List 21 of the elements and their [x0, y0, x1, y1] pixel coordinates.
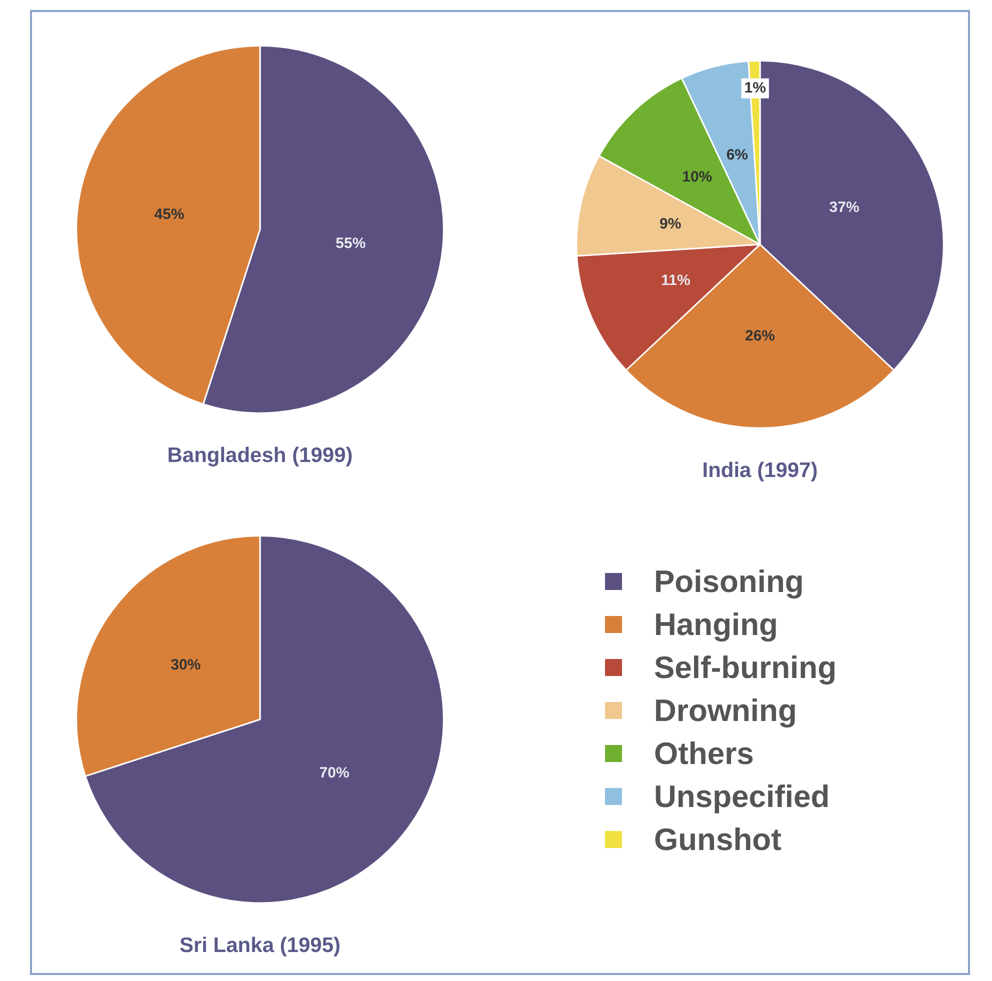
legend-label: Gunshot [654, 822, 782, 858]
legend-label: Others [654, 736, 754, 772]
data-label: 70% [319, 764, 350, 782]
data-label: 9% [660, 216, 682, 233]
data-label: 30% [170, 656, 201, 674]
data-label: 10% [682, 168, 712, 186]
data-label: 45% [154, 206, 184, 224]
text: Sri Lanka (1995) [179, 934, 341, 958]
legend-label: Self-burning [654, 650, 837, 686]
data-label: 1% [744, 80, 766, 97]
data-label: 26% [744, 327, 776, 344]
text: India (1997) [702, 459, 818, 482]
text: Bangladesh (1999) [167, 444, 353, 468]
legend-label: Poisoning [654, 564, 804, 600]
data-label: 55% [336, 234, 366, 252]
legend-label: Drowning [654, 692, 797, 728]
data-label: 37% [829, 199, 860, 216]
legend-label: Hanging [654, 606, 778, 642]
data-label: 6% [726, 146, 748, 164]
data-label: 11% [661, 272, 690, 290]
legend-label: Unspecified [654, 778, 830, 814]
